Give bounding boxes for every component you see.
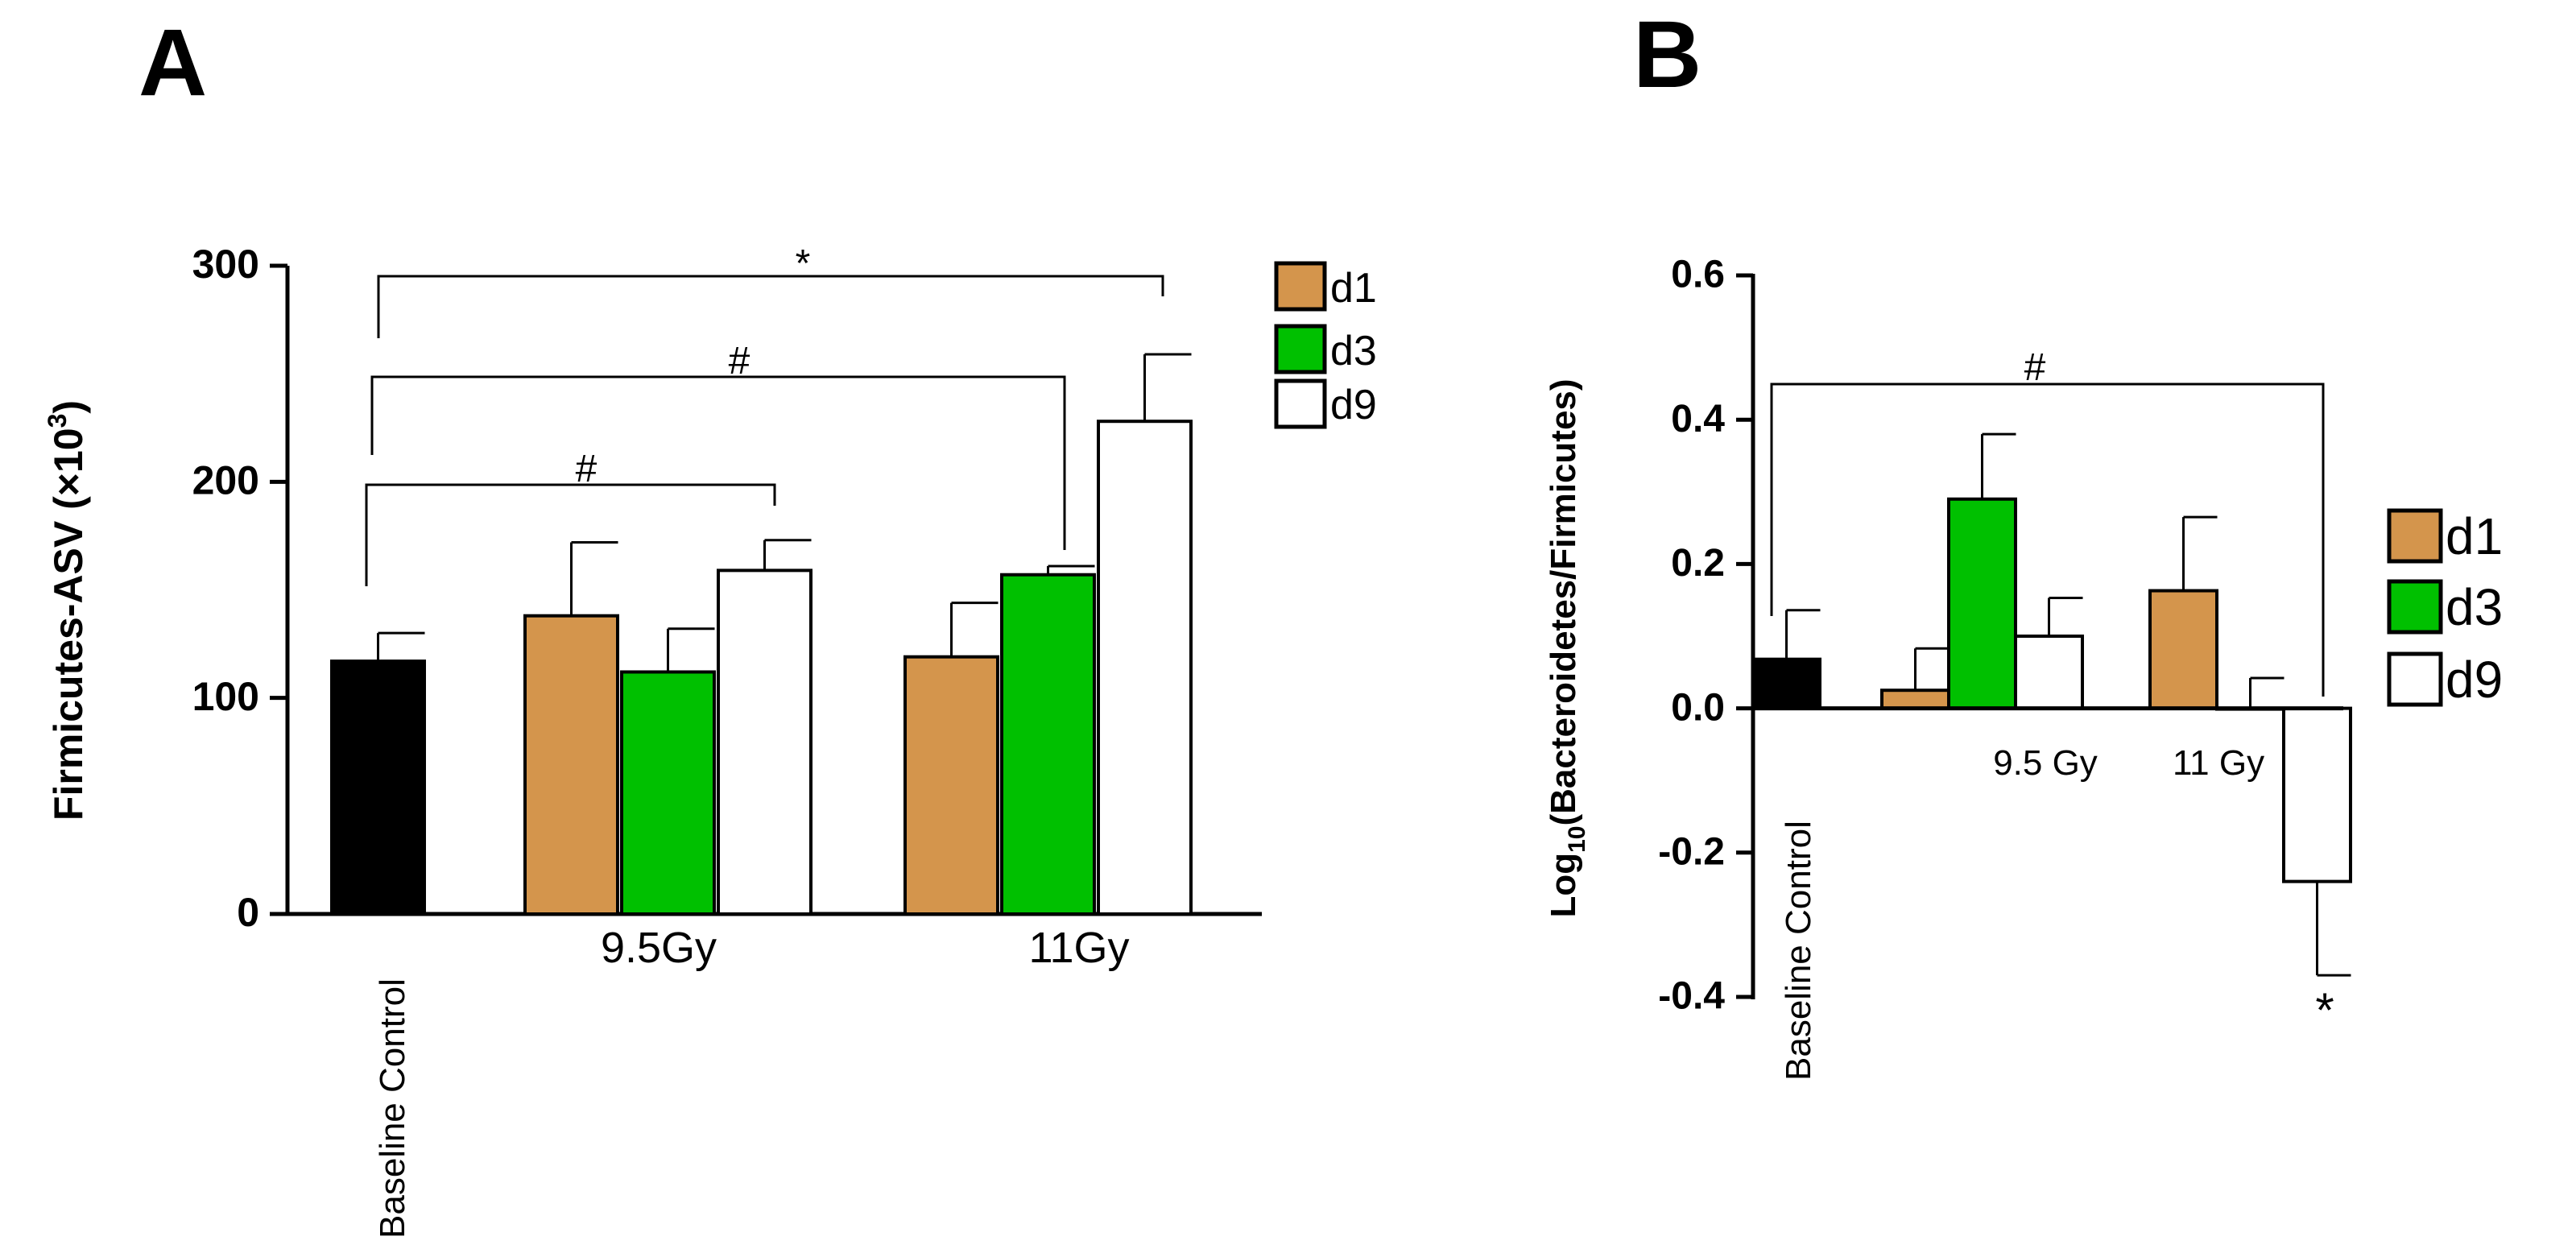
panel-a-bracket-hash-11gy xyxy=(370,375,1066,550)
panel-a-y-ticks: 0 100 200 300 xyxy=(192,242,287,935)
panel-a-bracket-hash-95gy-label: # xyxy=(576,448,597,490)
panel-b-ytick-label-neg-0-4: -0.4 xyxy=(1658,975,1725,1018)
panel-b-bracket-hash xyxy=(1770,383,2325,697)
panel-b-ytick-label-0-6: 0.6 xyxy=(1671,254,1725,296)
panel-b-bar-9-5-gy-d1 xyxy=(1880,689,1950,710)
panel-b-legend-label-d9: d9 xyxy=(2446,651,2503,709)
panel-a-legend-swatch-d1 xyxy=(1274,261,1327,312)
panel-b-y-axis-label: Log10(Bacteroidetes/Firmicutes) xyxy=(1544,378,1590,917)
panel-b-bar-9-5-gy-d9 xyxy=(2014,635,2084,710)
panel-a-bar-9-5gy-d1 xyxy=(523,614,619,916)
panel-a-y-axis-label: Firmicutes-ASV (×103) xyxy=(43,400,91,821)
panel-b-star-label: * xyxy=(2315,983,2334,1037)
panel-b-legend-swatch-d9 xyxy=(2387,651,2443,707)
panel-b-bar-11-gy-d1 xyxy=(2148,589,2218,710)
panel-a-legend-label-d9: d9 xyxy=(1330,382,1377,428)
panel-a-bar-baseline-control xyxy=(330,660,426,916)
panel-a-bar-9-5gy-d9 xyxy=(717,569,812,916)
panel-a-legend-label-d3: d3 xyxy=(1330,328,1377,374)
panel-a-bars xyxy=(330,420,1193,916)
panel-b-category-9-5gy: 9.5 Gy xyxy=(1993,743,2098,783)
panel-a-bracket-star-label: * xyxy=(796,242,811,285)
panel-a-ytick-label-200: 200 xyxy=(192,458,259,503)
panel-b-ytick-label-0-2: 0.2 xyxy=(1671,542,1725,585)
panel-a-error-bars xyxy=(377,353,1192,672)
panel-a-legend-label-d1: d1 xyxy=(1330,265,1377,312)
panel-b-ytick-label-0-0: 0.0 xyxy=(1671,686,1725,729)
panel-a-bracket-star xyxy=(377,275,1164,338)
panel-b-legend-label-d3: d3 xyxy=(2446,578,2503,636)
panel-a-bar-9-5gy-d3 xyxy=(620,670,716,916)
panel-a-bracket-hash-11gy-label: # xyxy=(729,340,750,383)
panel-a-bracket-hash-95gy xyxy=(365,483,776,586)
panel-b: B Log10(Bacteroidetes/Firmicutes) -0.4 -… xyxy=(1544,2,2503,1081)
panel-b-ytick-label-neg-0-2: -0.2 xyxy=(1658,830,1725,873)
panel-a-bar-11gy-d3 xyxy=(1000,573,1096,916)
panel-b-letter: B xyxy=(1633,2,1701,108)
panel-b-legend-label-d1: d1 xyxy=(2446,507,2503,565)
panel-b-bars xyxy=(1751,497,2352,883)
panel-a-ytick-label-100: 100 xyxy=(192,674,259,719)
panel-a-ytick-label-300: 300 xyxy=(192,242,259,287)
panel-a-category-11gy: 11Gy xyxy=(1028,924,1129,972)
panel-b-bracket-hash-label: # xyxy=(2024,346,2046,389)
panel-a-ytick-label-0: 0 xyxy=(237,890,259,935)
panel-b-bar-baseline-control xyxy=(1751,657,1821,710)
panel-b-legend: d1 d3 d9 xyxy=(2387,507,2503,709)
panel-a-legend: d1 d3 d9 xyxy=(1274,261,1377,429)
panel-a-legend-swatch-d3 xyxy=(1274,324,1327,374)
panel-a: A Firmicutes-ASV (×103) 0 100 200 300 * … xyxy=(43,10,1377,1239)
panel-a-letter: A xyxy=(139,10,207,116)
panel-b-error-bars xyxy=(1785,432,2351,977)
panel-a-category-baseline-control: Baseline Control xyxy=(373,978,412,1239)
panel-a-bar-11gy-d9 xyxy=(1097,420,1193,916)
panel-b-y-ticks: -0.4 -0.2 0.0 0.2 0.4 0.6 xyxy=(1658,254,1753,1018)
panel-a-legend-swatch-d9 xyxy=(1274,378,1327,429)
panel-b-legend-swatch-d3 xyxy=(2387,579,2443,635)
panel-b-bar-11-gy-d9 xyxy=(2282,706,2352,883)
panel-a-category-9-5gy: 9.5Gy xyxy=(601,924,717,972)
panel-a-bar-11gy-d1 xyxy=(903,655,999,916)
panel-b-category-11gy: 11 Gy xyxy=(2173,743,2264,783)
panel-b-ytick-label-0-4: 0.4 xyxy=(1671,398,1725,440)
panel-b-bar-9-5-gy-d3 xyxy=(1947,497,2017,710)
panel-b-legend-swatch-d1 xyxy=(2387,508,2443,564)
panel-b-category-baseline-control: Baseline Control xyxy=(1779,821,1818,1081)
panel-a-significance-brackets: * # # xyxy=(365,242,1164,586)
